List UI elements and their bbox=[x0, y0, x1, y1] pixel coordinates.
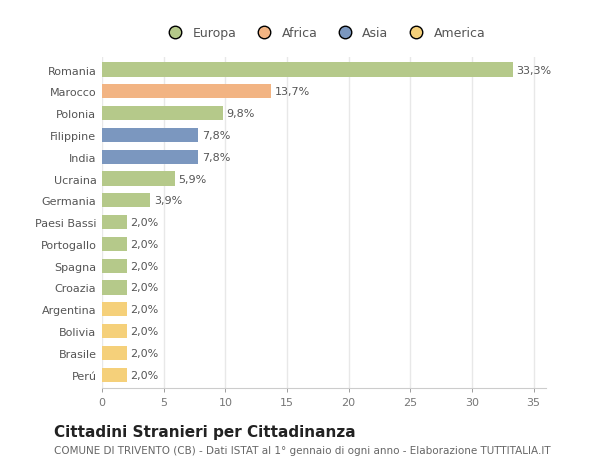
Bar bbox=[102, 281, 127, 295]
Text: 13,7%: 13,7% bbox=[275, 87, 310, 97]
Bar bbox=[102, 346, 127, 360]
Bar bbox=[102, 150, 198, 164]
Text: 2,0%: 2,0% bbox=[130, 305, 158, 314]
Bar bbox=[102, 107, 223, 121]
Legend: Europa, Africa, Asia, America: Europa, Africa, Asia, America bbox=[163, 27, 485, 40]
Text: 2,0%: 2,0% bbox=[130, 370, 158, 380]
Bar bbox=[102, 216, 127, 230]
Text: 3,9%: 3,9% bbox=[154, 196, 182, 206]
Text: 7,8%: 7,8% bbox=[202, 131, 230, 140]
Bar bbox=[102, 259, 127, 273]
Bar bbox=[102, 85, 271, 99]
Bar bbox=[102, 302, 127, 317]
Bar bbox=[102, 63, 512, 78]
Bar bbox=[102, 237, 127, 252]
Bar bbox=[102, 368, 127, 382]
Text: 2,0%: 2,0% bbox=[130, 261, 158, 271]
Text: 2,0%: 2,0% bbox=[130, 239, 158, 249]
Text: 2,0%: 2,0% bbox=[130, 218, 158, 228]
Text: 33,3%: 33,3% bbox=[517, 66, 551, 75]
Bar bbox=[102, 129, 198, 143]
Text: COMUNE DI TRIVENTO (CB) - Dati ISTAT al 1° gennaio di ogni anno - Elaborazione T: COMUNE DI TRIVENTO (CB) - Dati ISTAT al … bbox=[54, 445, 551, 455]
Text: 5,9%: 5,9% bbox=[178, 174, 207, 184]
Bar bbox=[102, 324, 127, 338]
Text: 2,0%: 2,0% bbox=[130, 326, 158, 336]
Text: Cittadini Stranieri per Cittadinanza: Cittadini Stranieri per Cittadinanza bbox=[54, 425, 356, 440]
Text: 2,0%: 2,0% bbox=[130, 283, 158, 293]
Bar bbox=[102, 194, 150, 208]
Bar bbox=[102, 172, 175, 186]
Text: 2,0%: 2,0% bbox=[130, 348, 158, 358]
Text: 9,8%: 9,8% bbox=[227, 109, 255, 119]
Text: 7,8%: 7,8% bbox=[202, 152, 230, 162]
